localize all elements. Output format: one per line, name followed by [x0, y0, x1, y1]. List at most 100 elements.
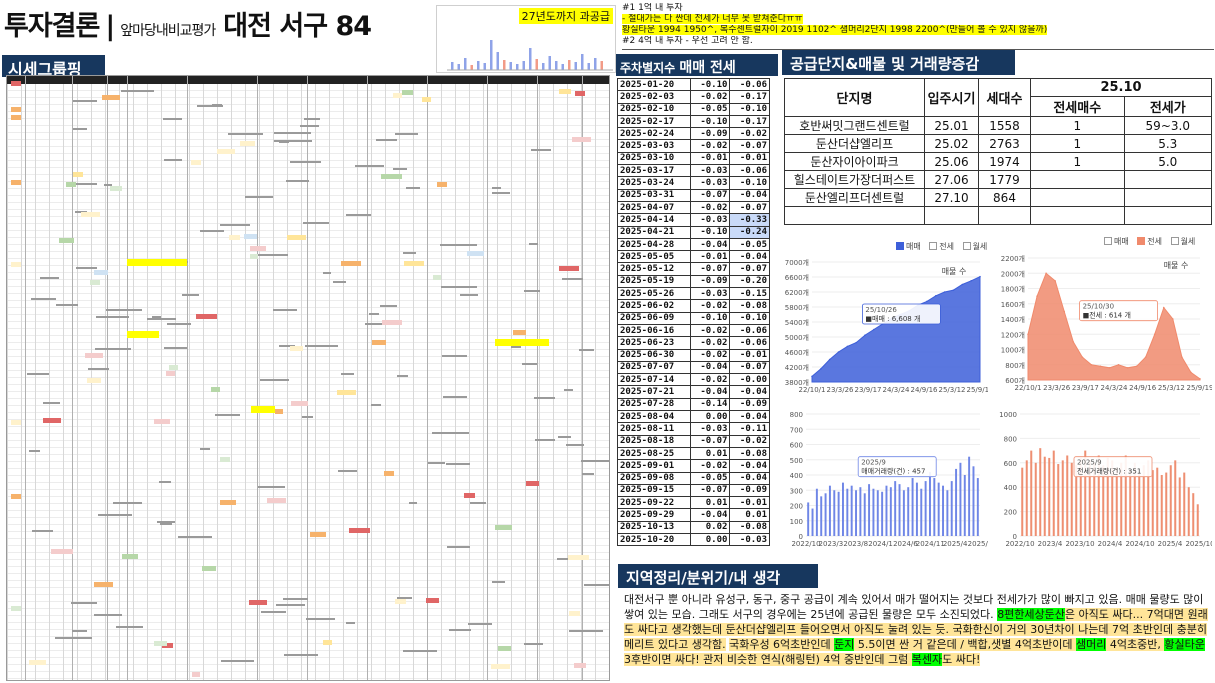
weekly-index-banner: 주차별지수 매매 전세	[616, 54, 778, 76]
weekly-date: 2025-06-30	[617, 348, 691, 362]
mini-chart-bar	[587, 63, 590, 70]
chart-x-tick: 24/9/16	[911, 386, 939, 394]
weekly-sale: -0.14	[689, 397, 731, 412]
chart-y-tick: 1000	[999, 411, 1017, 419]
sheet-highlight-cell	[275, 409, 284, 415]
sheet-text-line	[561, 278, 584, 281]
weekly-date: 2025-02-24	[617, 127, 691, 141]
chart-data-point	[1090, 363, 1093, 366]
weekly-jeonse: -0.00	[729, 373, 770, 387]
chart-bar	[850, 485, 853, 536]
sheet-highlight-cell	[558, 89, 572, 95]
supply-move: 27.06	[924, 170, 979, 189]
chart-bar	[855, 490, 858, 536]
sheet-text-line	[302, 222, 330, 225]
weekly-jeonse: -0.10	[729, 102, 770, 116]
sheet-text-line	[345, 214, 372, 216]
sheet-column-line	[72, 76, 73, 680]
weekly-sale: -0.05	[689, 102, 731, 116]
chart-bar	[1138, 472, 1141, 536]
weekly-date: 2025-06-16	[617, 323, 691, 338]
mini-chart-bar	[568, 60, 571, 70]
weekly-sale: -0.04	[689, 385, 731, 399]
sheet-text-line	[76, 266, 98, 269]
weekly-date: 2025-05-05	[617, 250, 691, 264]
chart-bar	[872, 488, 875, 536]
chart-data-point	[1063, 310, 1066, 313]
weekly-sale: 0.01	[689, 446, 731, 461]
sheet-text-line	[197, 105, 224, 108]
sheet-text-line	[120, 89, 154, 92]
sheet-highlight-cell	[29, 660, 46, 666]
sheet-text-line	[492, 186, 502, 189]
sheet-highlight-cell	[437, 181, 448, 187]
weekly-row: 2025-03-31 -0.07 -0.04	[617, 188, 770, 202]
weekly-jeonse: -0.08	[729, 446, 770, 461]
chart-bar	[841, 482, 844, 536]
chart-bar	[1133, 462, 1136, 536]
chart-data-point	[864, 334, 866, 336]
chart-data-point	[1126, 367, 1129, 369]
chart-x-tick: 23/9/17	[1072, 384, 1099, 392]
sheet-highlight-cell	[494, 525, 513, 531]
supply-jeonse-price	[1123, 188, 1213, 207]
col-move-header: 입주시기	[924, 78, 979, 117]
mini-chart-bar	[496, 52, 499, 70]
sheet-text-line	[534, 396, 556, 399]
weekly-sale: -0.05	[689, 471, 731, 485]
supply-jeonse-count	[1030, 170, 1125, 189]
chart-bar	[1165, 472, 1168, 536]
weekly-date: 2025-10-13	[617, 520, 691, 534]
weekly-jeonse: -0.10	[729, 311, 770, 325]
sheet-highlight-cell	[395, 599, 407, 605]
weekly-date: 2025-03-31	[617, 188, 691, 202]
sheet-highlight-cell	[309, 531, 326, 537]
weekly-sale: -0.02	[689, 348, 731, 362]
sheet-column-line	[487, 76, 488, 680]
weekly-sale: -0.04	[689, 360, 731, 375]
sheet-highlight-cell	[191, 672, 201, 678]
sheet-highlight-cell	[393, 92, 402, 98]
mini-chart-bar	[451, 62, 454, 70]
weekly-date: 2025-09-22	[617, 496, 691, 510]
sheet-yellow-highlight	[127, 259, 187, 266]
chart-data-point	[1153, 333, 1156, 336]
sheet-highlight-cell	[81, 212, 101, 218]
weekly-row: 2025-08-11 -0.03 -0.11	[617, 422, 770, 436]
sheet-text-line	[106, 309, 142, 311]
weekly-date: 2025-03-17	[617, 164, 691, 178]
supply-units: 1779	[978, 170, 1031, 189]
sheet-text-line	[333, 281, 346, 284]
chart-bar	[1048, 457, 1051, 536]
weekly-row: 2025-09-08 -0.05 -0.04	[617, 471, 770, 485]
weekly-date: 2025-04-07	[617, 200, 691, 215]
weekly-row: 2025-02-24 -0.09 -0.02	[617, 127, 770, 141]
weekly-jeonse: -0.07	[729, 200, 770, 215]
sheet-text-line	[524, 289, 540, 292]
chart-bar	[1169, 465, 1172, 536]
sheet-text-line	[214, 413, 240, 416]
weekly-row: 2025-02-03 -0.02 -0.17	[617, 90, 770, 104]
supply-units: 864	[978, 188, 1031, 207]
chart-bar	[1142, 465, 1145, 536]
supply-banner: 공급단지&매물 및 거래량증감	[782, 50, 1015, 75]
chart-data-point	[828, 358, 831, 361]
sheet-highlight-cell	[249, 254, 258, 260]
weekly-jeonse: -0.04	[729, 459, 770, 473]
opinion-text-3c: 4억초중반,	[1106, 638, 1165, 651]
chart-bar	[1124, 455, 1127, 536]
weekly-date: 2025-07-21	[617, 385, 691, 399]
chart-y-tick: 800개	[1005, 361, 1025, 370]
chart-y-tick: 7000개	[785, 258, 809, 267]
chart-data-point	[1199, 378, 1201, 380]
sheet-text-line	[147, 318, 177, 321]
chart-y-tick: 0	[799, 533, 803, 541]
col-period-header: 25.10	[1030, 78, 1212, 97]
price-grouping-sheet	[6, 75, 610, 681]
mini-chart-bar	[529, 48, 532, 70]
weekly-date: 2025-03-10	[617, 151, 691, 166]
weekly-sale: -0.07	[689, 483, 731, 498]
sheet-highlight-cell	[51, 548, 74, 554]
legend-monthly-swatch	[1170, 237, 1179, 245]
